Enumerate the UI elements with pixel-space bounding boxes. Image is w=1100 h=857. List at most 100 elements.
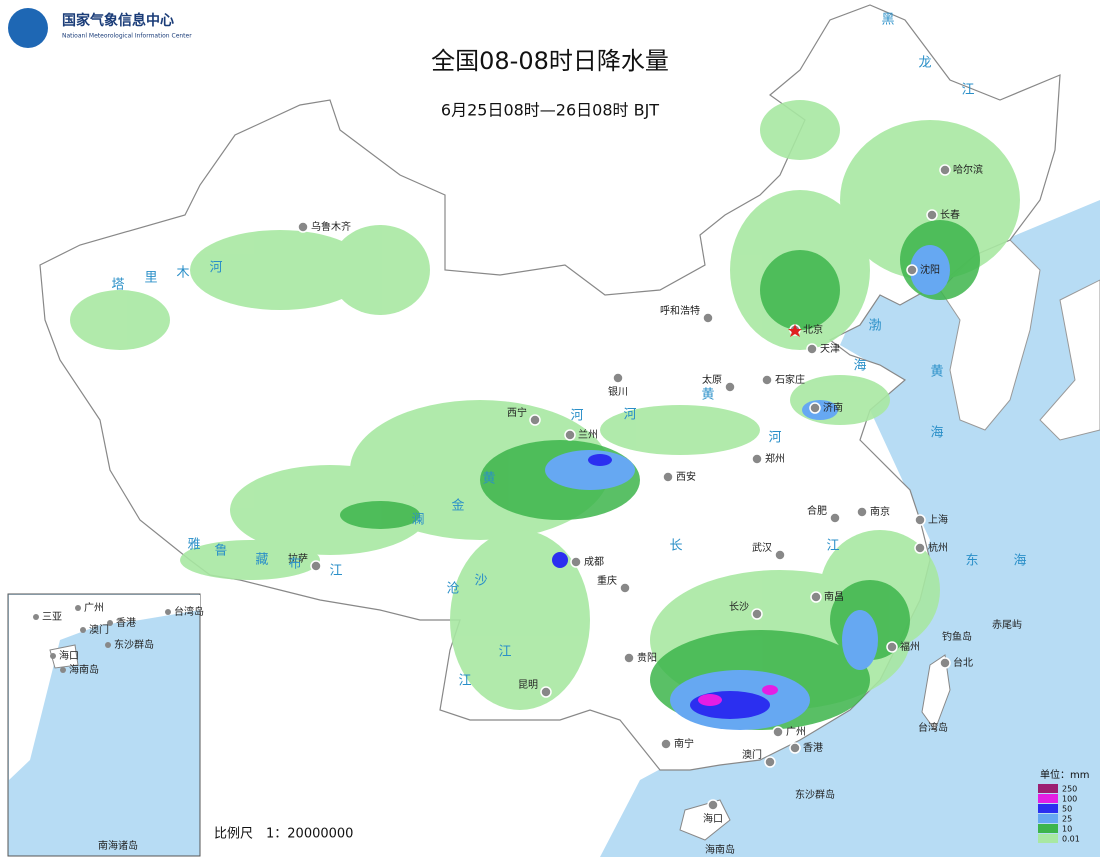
inset-title: 南海诸岛: [98, 839, 138, 852]
city-dot: [751, 453, 763, 465]
city-label: 南京: [870, 505, 890, 518]
city-dot: [886, 641, 898, 653]
map-label: 海: [853, 359, 866, 374]
map-label: 渤: [868, 318, 881, 334]
map-label: 长: [669, 539, 682, 554]
city-dot: [660, 738, 672, 750]
city-label: 西宁: [507, 406, 527, 419]
city-dot: [751, 608, 763, 620]
city-label: 香港: [803, 742, 823, 754]
city-label: 乌鲁木齐: [311, 220, 351, 233]
map-label: 海: [1013, 554, 1026, 569]
city-dot: [906, 264, 918, 276]
city-label: 呼和浩特: [660, 305, 700, 317]
city-dot: [806, 343, 818, 355]
map-label: 江: [826, 539, 839, 554]
city-label: 石家庄: [775, 373, 805, 386]
city-label: 台北: [953, 656, 973, 669]
legend-swatch: [1038, 824, 1058, 833]
city-label: 海口: [703, 812, 723, 825]
map-label: 鲁: [214, 544, 227, 559]
map-label: 东: [965, 554, 978, 569]
city-dot: [310, 560, 322, 572]
map-label: 黑: [881, 13, 894, 28]
map-label: 江: [961, 83, 974, 98]
city-label: 贵阳: [637, 651, 657, 664]
rain-extreme: [698, 685, 778, 706]
legend-swatch: [1038, 794, 1058, 803]
map-label: 布: [288, 557, 301, 572]
city-dot: [914, 542, 926, 554]
inset-label: 香港: [116, 617, 136, 629]
scale-label: 比例尺: [214, 827, 253, 842]
city-label: 兰州: [578, 428, 598, 441]
city-label: 银川: [608, 385, 628, 398]
city-dot: [619, 582, 631, 594]
inset: [7, 593, 201, 857]
city-label: 重庆: [597, 574, 617, 587]
city-dot: [297, 221, 309, 233]
map-label: 龙: [918, 56, 931, 71]
map-label: 塔: [111, 278, 124, 293]
inset-label: 海南岛: [69, 663, 99, 676]
city-label: 成都: [584, 556, 604, 568]
legend-label: 25: [1062, 815, 1072, 824]
city-dot: [809, 402, 821, 414]
legend-label: 250: [1062, 785, 1077, 794]
legend-label: 100: [1062, 795, 1077, 804]
city-label: 郑州: [765, 452, 785, 465]
city-label: 南昌: [824, 590, 844, 603]
city-label: 哈尔滨: [953, 163, 983, 176]
map-label: 赤尾屿: [992, 619, 1022, 631]
map-label: 江: [498, 645, 511, 660]
inset-dot: [33, 614, 39, 620]
city-dot: [772, 726, 784, 738]
inset-hainan: [49, 644, 79, 669]
map-label: 黄: [930, 365, 943, 380]
city-dot: [939, 657, 951, 669]
city-label: 昆明: [518, 679, 538, 691]
city-label: 上海: [928, 513, 948, 526]
capital-star: [788, 324, 802, 337]
inset-dot: [80, 627, 86, 633]
map-label: 黄: [701, 388, 714, 403]
map-label: 东沙群岛: [795, 788, 835, 801]
map-label: 河: [209, 261, 222, 276]
inset-label: 三亚: [42, 612, 62, 623]
city-dot: [939, 164, 951, 176]
city-dot: [810, 591, 822, 603]
city-dot: [829, 512, 841, 524]
map-label: 江: [458, 674, 471, 689]
city-label: 沈阳: [920, 263, 940, 276]
map-label: 河: [570, 409, 583, 424]
city-dot: [789, 742, 801, 754]
city-dot: [724, 381, 736, 393]
map-label: 河: [623, 408, 636, 423]
city-dot: [612, 372, 624, 384]
city-dot: [662, 471, 674, 483]
city-dot: [540, 686, 552, 698]
legend-swatch: [1038, 834, 1058, 843]
legend-label: 50: [1062, 805, 1072, 814]
map-label: 钓鱼岛: [942, 630, 972, 643]
legend-label: 10: [1062, 825, 1072, 834]
inset-label: 台湾岛: [174, 605, 204, 618]
org-cn: 国家气象信息中心: [62, 12, 174, 29]
inset-dot: [75, 605, 81, 611]
city-label: 澳门: [742, 748, 762, 761]
inset-label: 东沙群岛: [114, 638, 154, 651]
city-label: 武汉: [752, 541, 772, 554]
map-label: 澜: [411, 513, 424, 528]
subtitle: 6月25日08时—26日08时 BJT: [441, 101, 659, 120]
city-label: 合肥: [807, 504, 827, 517]
city-label: 长春: [940, 209, 960, 221]
map-label: 海: [930, 426, 943, 441]
legend-swatch: [1038, 784, 1058, 793]
city-dot: [529, 414, 541, 426]
map-label: 木: [176, 266, 189, 281]
city-label: 南宁: [674, 737, 694, 750]
taiwan: [921, 654, 951, 732]
map-label: 黄: [482, 472, 495, 487]
city-dot: [623, 652, 635, 664]
